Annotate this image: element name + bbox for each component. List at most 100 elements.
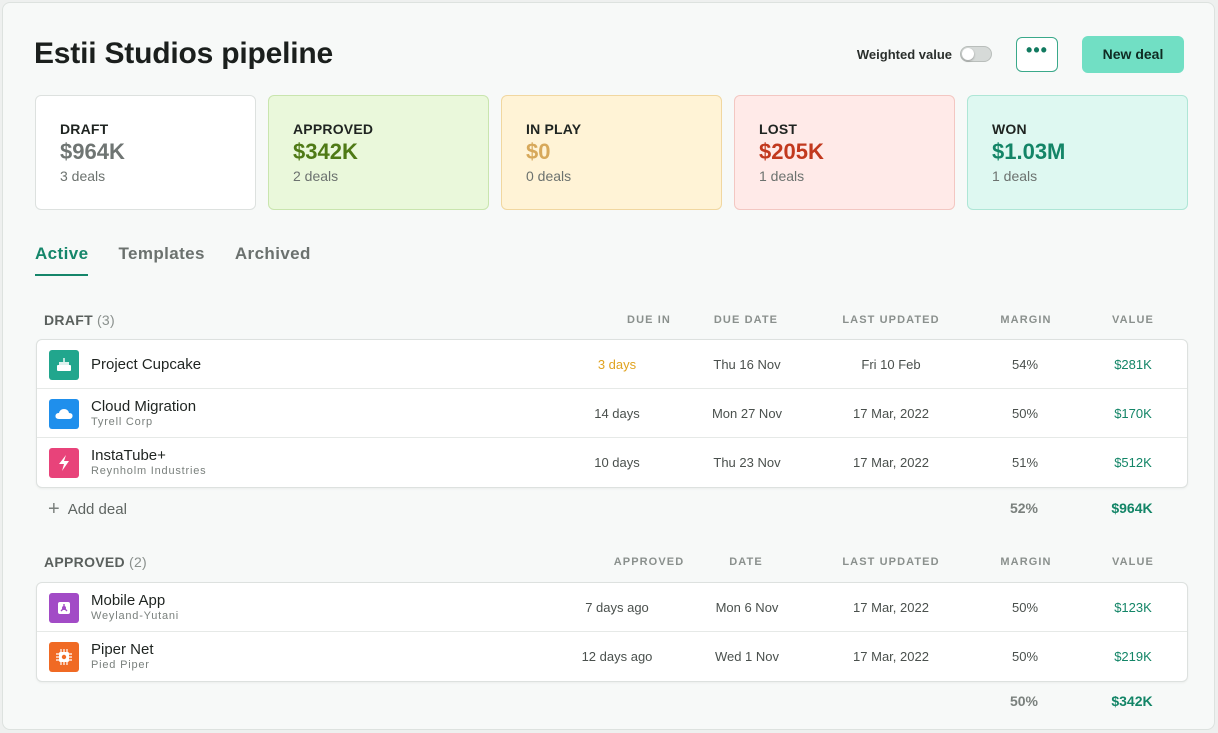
weighted-value-label: Weighted value [856,46,952,62]
last-updated: 17 Mar, 2022 [853,649,929,664]
column-header-last-updated[interactable]: LAST UPDATED [842,314,940,326]
due-date: Mon 27 Nov [711,406,783,421]
margin: 50% [1011,600,1039,615]
stats-row: DRAFT $964K 3 deals APPROVED $342K 2 dea… [35,95,1188,210]
margin: 51% [1011,455,1039,470]
add-deal-button[interactable]: + Add deal [48,499,127,519]
deal-value: $281K [1114,357,1152,372]
page-title: Estii Studios pipeline [34,37,333,70]
table-row[interactable]: Cloud Migration Tyrell Corp 14 days Mon … [37,389,1187,438]
stat-value: $342K [293,139,358,164]
stat-count: 1 deals [759,168,805,184]
plus-icon: + [48,498,60,520]
deal-value: $219K [1114,649,1152,664]
view-tabs: Active Templates Archived [35,244,311,276]
total-value: $964K [1111,500,1153,516]
bolt-icon [49,448,79,478]
approved-section-header: APPROVED (2) APPROVED DATE LAST UPDATED M… [36,552,1181,572]
column-header-margin[interactable]: MARGIN [1000,556,1052,568]
stat-count: 2 deals [293,168,339,184]
deal-name: Mobile App [91,592,166,609]
weighted-value-control: Weighted value [857,46,992,62]
stat-label: WON [992,121,1027,137]
toggle-knob [962,48,974,60]
due-date: Thu 16 Nov [713,357,781,372]
column-header-approved[interactable]: APPROVED [613,556,685,568]
page-header: Estii Studios pipeline Weighted value ••… [34,33,1184,75]
client-name: Tyrell Corp [91,416,153,428]
stat-label: LOST [759,121,798,137]
approved-ago: 12 days ago [581,649,653,664]
section-count: (2) [128,554,147,570]
column-header-due-in[interactable]: DUE IN [627,314,671,326]
chip-icon [49,642,79,672]
approved-date: Wed 1 Nov [714,649,780,664]
tab-templates[interactable]: Templates [118,244,205,263]
client-name: Reynholm Industries [91,465,207,477]
table-row[interactable]: Piper Net Pied Piper 12 days ago Wed 1 N… [37,632,1187,681]
total-value: $342K [1111,693,1153,709]
weighted-value-toggle[interactable] [960,46,992,62]
deal-value: $170K [1114,406,1152,421]
column-header-margin[interactable]: MARGIN [1000,314,1052,326]
last-updated: 17 Mar, 2022 [853,455,929,470]
last-updated: 17 Mar, 2022 [853,600,929,615]
stat-label: APPROVED [293,121,374,137]
stat-card-approved[interactable]: APPROVED $342K 2 deals [268,95,489,210]
total-margin: 52% [1009,500,1039,516]
deal-value: $123K [1114,600,1152,615]
stat-value: $964K [60,139,125,164]
add-deal-label: Add deal [67,500,127,518]
stat-value: $0 [526,139,551,164]
column-header-due-date[interactable]: DUE DATE [713,314,779,326]
section-count: (3) [96,312,115,328]
stat-label: DRAFT [60,121,109,137]
draft-section-header: DRAFT (3) DUE IN DUE DATE LAST UPDATED MA… [36,310,1181,330]
table-row[interactable]: Project Cupcake 3 days Thu 16 Nov Fri 10… [37,340,1187,389]
approved-table: Mobile App Weyland-Yutani 7 days ago Mon… [36,582,1188,682]
client-name: Weyland-Yutani [91,610,180,622]
column-header-date[interactable]: DATE [729,556,763,568]
deal-name: Piper Net [91,641,154,658]
approved-footer: 50% $342K [36,686,1188,716]
stat-value: $1.03M [992,139,1066,164]
due-in: 14 days [594,406,640,421]
stat-count: 3 deals [60,168,106,184]
deal-name: Project Cupcake [91,356,202,373]
stat-label: IN PLAY [526,121,582,137]
draft-footer: + Add deal 52% $964K [36,493,1188,523]
tab-archived[interactable]: Archived [234,244,311,263]
approved-date: Mon 6 Nov [715,600,779,615]
more-options-button[interactable]: ••• [1016,36,1058,72]
deal-value: $512K [1114,455,1152,470]
section-title: DRAFT [44,312,93,328]
draft-table: Project Cupcake 3 days Thu 16 Nov Fri 10… [36,339,1188,488]
column-header-value[interactable]: VALUE [1112,556,1154,568]
table-row[interactable]: InstaTube+ Reynholm Industries 10 days T… [37,438,1187,487]
last-updated: Fri 10 Feb [861,357,921,372]
column-header-last-updated[interactable]: LAST UPDATED [842,556,940,568]
stat-card-won[interactable]: WON $1.03M 1 deals [967,95,1188,210]
margin: 54% [1011,357,1039,372]
deal-name: InstaTube+ [91,447,166,464]
due-in: 3 days [597,357,637,372]
stat-count: 0 deals [526,168,572,184]
column-header-value[interactable]: VALUE [1112,314,1154,326]
deal-name: Cloud Migration [91,398,197,415]
margin: 50% [1011,406,1039,421]
stat-card-draft[interactable]: DRAFT $964K 3 deals [35,95,256,210]
table-row[interactable]: Mobile App Weyland-Yutani 7 days ago Mon… [37,583,1187,632]
new-deal-button[interactable]: New deal [1082,35,1184,73]
ellipsis-icon: ••• [1026,40,1048,60]
due-date: Thu 23 Nov [713,455,781,470]
stat-card-in-play[interactable]: IN PLAY $0 0 deals [501,95,722,210]
app-icon [49,593,79,623]
cloud-icon [49,399,79,429]
total-margin: 50% [1009,693,1039,709]
stat-count: 1 deals [992,168,1038,184]
tab-active[interactable]: Active [35,244,89,276]
approved-ago: 7 days ago [585,600,649,615]
cake-icon [49,350,79,380]
stat-card-lost[interactable]: LOST $205K 1 deals [734,95,955,210]
